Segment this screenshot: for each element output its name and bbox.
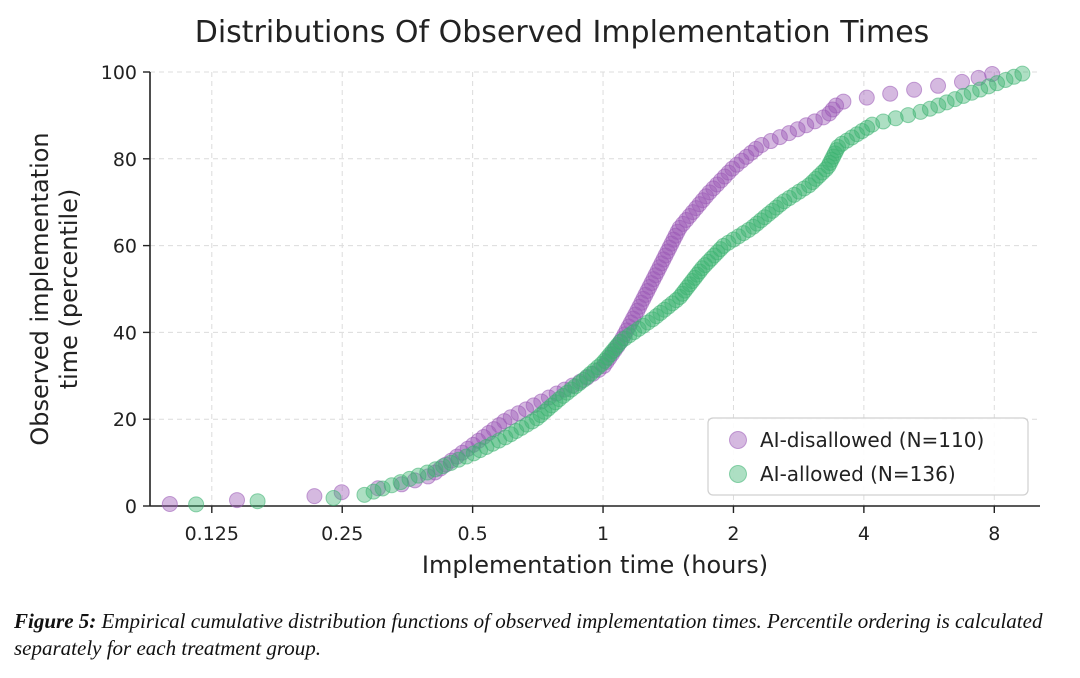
y-tick-label: 0 xyxy=(125,496,137,518)
data-point-ai-disallowed xyxy=(828,97,845,114)
data-point-ai-allowed xyxy=(410,467,427,484)
data-point-ai-allowed xyxy=(249,493,266,510)
data-point-ai-disallowed xyxy=(906,81,923,98)
data-point-ai-disallowed xyxy=(835,93,852,110)
data-point-ai-allowed xyxy=(1014,65,1031,82)
legend-marker-ai-allowed xyxy=(729,465,747,483)
data-point-ai-allowed xyxy=(709,244,726,261)
data-point-ai-disallowed xyxy=(798,117,815,134)
data-point-ai-allowed xyxy=(740,221,757,238)
data-point-ai-disallowed xyxy=(161,496,178,513)
data-point-ai-disallowed xyxy=(333,484,350,501)
x-tick-label: 1 xyxy=(597,523,609,545)
y-tick-label: 20 xyxy=(113,409,137,431)
y-tick-label: 80 xyxy=(113,149,137,171)
x-tick-label: 0.5 xyxy=(458,523,488,545)
figure-caption: Figure 5: Empirical cumulative distribut… xyxy=(14,608,1070,662)
x-tick-label: 2 xyxy=(727,523,739,545)
data-point-ai-allowed xyxy=(912,103,929,120)
x-tick-label: 0.125 xyxy=(185,523,239,545)
data-point-ai-disallowed xyxy=(229,492,246,509)
data-point-ai-disallowed xyxy=(984,65,1001,82)
data-point-ai-allowed xyxy=(612,333,629,350)
data-point-ai-allowed xyxy=(621,327,638,344)
data-point-ai-disallowed xyxy=(806,113,823,130)
caption-text: Empirical cumulative distribution functi… xyxy=(14,609,1043,660)
data-point-ai-allowed xyxy=(401,470,418,487)
data-point-ai-allowed xyxy=(365,483,382,500)
data-point-ai-allowed xyxy=(392,474,409,491)
data-point-ai-allowed xyxy=(980,78,997,95)
data-point-ai-allowed xyxy=(875,113,892,130)
legend-label-ai-disallowed: AI-disallowed (N=110) xyxy=(760,428,984,452)
caption-label: Figure 5: xyxy=(14,609,97,633)
data-point-ai-disallowed xyxy=(781,125,798,142)
data-point-ai-disallowed xyxy=(306,488,323,505)
chart: Distributions Of Observed Implementation… xyxy=(26,15,1040,579)
data-point-ai-allowed xyxy=(963,84,980,101)
data-points xyxy=(161,65,1031,513)
x-tick-label: 4 xyxy=(858,523,870,545)
data-point-ai-allowed xyxy=(383,477,400,494)
data-point-ai-disallowed xyxy=(930,77,947,94)
legend-marker-ai-disallowed xyxy=(729,431,747,449)
data-point-ai-disallowed xyxy=(753,136,770,153)
data-point-ai-disallowed xyxy=(789,121,806,138)
y-axis-label: Observed implementation time (percentile… xyxy=(26,132,83,445)
legend-label-ai-allowed: AI-allowed (N=136) xyxy=(760,462,956,486)
legend-box xyxy=(707,417,1029,496)
ticks: 0 20 40 60 80 100 0.125 0.25 0.5 1 2 4 8 xyxy=(101,62,1001,545)
y-axis-label-line1: Observed implementation xyxy=(26,132,54,445)
grid xyxy=(150,71,1040,506)
data-point-ai-allowed xyxy=(921,100,938,117)
data-point-ai-disallowed xyxy=(882,85,899,102)
data-point-ai-allowed xyxy=(900,107,917,124)
data-point-ai-allowed xyxy=(630,320,647,337)
data-point-ai-allowed xyxy=(616,330,633,347)
data-point-ai-allowed xyxy=(989,75,1006,92)
legend: AI-disallowed (N=110) AI-allowed (N=136) xyxy=(707,417,1029,496)
data-point-ai-allowed xyxy=(972,81,989,98)
data-point-ai-allowed xyxy=(946,91,963,108)
y-axis-label-line2: time (percentile) xyxy=(55,189,83,390)
x-tick-label: 0.25 xyxy=(321,523,363,545)
data-point-ai-disallowed xyxy=(771,129,788,146)
y-tick-label: 100 xyxy=(101,62,137,84)
data-point-ai-disallowed xyxy=(953,73,970,90)
data-point-ai-allowed xyxy=(955,87,972,104)
chart-title: Distributions Of Observed Implementation… xyxy=(195,15,930,50)
data-point-ai-allowed xyxy=(639,314,656,331)
data-point-ai-disallowed xyxy=(762,133,779,150)
data-point-ai-allowed xyxy=(1005,68,1022,85)
data-point-ai-allowed xyxy=(356,486,373,503)
data-point-ai-disallowed xyxy=(502,409,519,426)
x-tick-label: 8 xyxy=(988,523,1000,545)
data-point-ai-allowed xyxy=(938,94,955,111)
data-point-ai-disallowed xyxy=(858,89,875,106)
axes xyxy=(149,72,1040,507)
data-point-ai-allowed xyxy=(419,464,436,481)
data-point-ai-allowed xyxy=(635,317,652,334)
data-point-ai-allowed xyxy=(374,480,391,497)
data-point-ai-allowed xyxy=(325,490,342,507)
data-point-ai-allowed xyxy=(712,241,729,258)
data-point-ai-allowed xyxy=(887,110,904,127)
y-tick-label: 40 xyxy=(113,322,137,344)
x-axis-label: Implementation time (hours) xyxy=(422,551,768,579)
data-point-ai-allowed xyxy=(626,324,643,341)
data-point-ai-allowed xyxy=(188,496,205,513)
data-point-ai-allowed xyxy=(997,71,1014,88)
y-tick-label: 60 xyxy=(113,236,137,258)
data-point-ai-allowed xyxy=(930,97,947,114)
